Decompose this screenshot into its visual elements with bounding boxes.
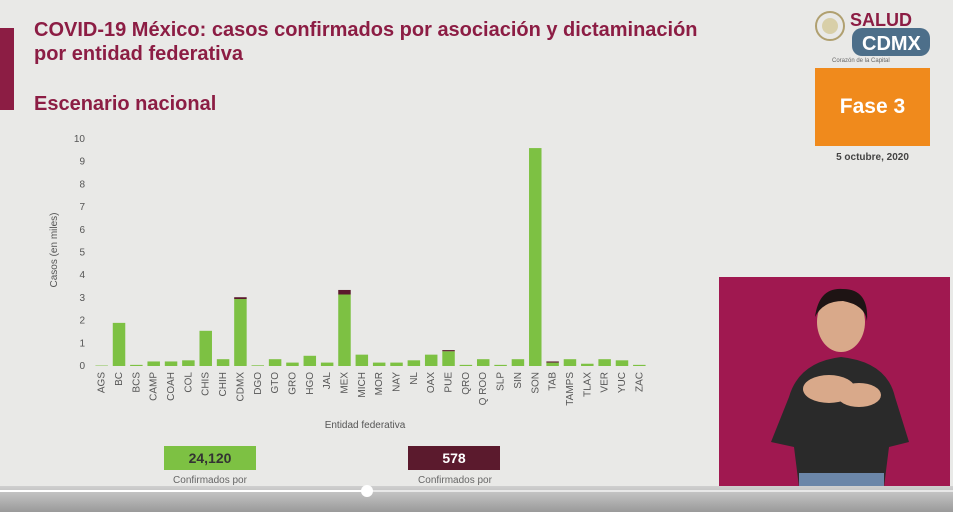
x-tick-label: TAMPS <box>565 372 576 406</box>
y-tick-label: 9 <box>79 157 85 168</box>
y-tick-label: 1 <box>79 338 85 349</box>
legend-dictamination-value: 578 <box>408 446 500 470</box>
bar-association-mich <box>355 354 369 366</box>
y-tick-label: 5 <box>79 248 85 259</box>
bar-association-mor <box>372 362 386 366</box>
y-tick-label: 6 <box>79 225 85 236</box>
x-tick-label: COAH <box>166 372 177 401</box>
bar-association-tamps <box>563 359 577 366</box>
bar-association-bcs <box>130 364 143 366</box>
slide-title: COVID-19 México: casos confirmados por a… <box>34 19 698 65</box>
x-tick-label: VER <box>600 372 611 393</box>
y-tick-label: 10 <box>74 134 86 145</box>
bar-association-sin <box>511 359 525 366</box>
y-tick-label: 3 <box>79 293 85 304</box>
x-tick-label: TLAX <box>582 372 593 397</box>
sign-language-interpreter <box>719 277 950 487</box>
x-tick-label: SON <box>530 372 541 394</box>
bar-chart: 0 1 2 3 4 5 6 7 8 9 10 AGS BC BCS CAMP COAH COL CHIS CHIH… <box>49 134 646 431</box>
bar-association-nl <box>407 360 421 366</box>
bar-dictamination-mex <box>338 289 351 295</box>
x-tick-label: OAX <box>426 372 437 393</box>
x-tick-label: COL <box>183 372 194 393</box>
progress-scrubber[interactable] <box>361 485 373 497</box>
logo-caption: Corazón de la Capital <box>832 58 890 64</box>
x-tick-label: AGS <box>97 372 108 393</box>
bar-association-camp <box>147 361 160 366</box>
bar-association-gro <box>286 362 299 366</box>
bar-association-col <box>182 360 195 366</box>
bar-association-nay <box>390 362 403 366</box>
y-tick-label: 2 <box>79 316 85 327</box>
y-tick-label: 7 <box>79 202 85 213</box>
y-tick-label: 8 <box>79 179 85 190</box>
x-tick-label: MICH <box>357 372 368 398</box>
bar-association-dgo <box>251 365 265 366</box>
bar-association-cdmx <box>234 299 247 366</box>
x-tick-label: SIN <box>513 372 524 389</box>
bar-association-hgo <box>303 355 317 366</box>
bar-dictamination-tab <box>546 361 559 363</box>
bar-association-yuc <box>615 360 629 366</box>
bar-association-tlax <box>581 363 594 366</box>
bar-association-pue <box>442 351 455 366</box>
bar-association-ver <box>598 359 611 366</box>
y-axis-label: Casos (en miles) <box>49 212 60 287</box>
x-axis-label: Entidad federativa <box>325 420 406 431</box>
bar-association-slp <box>494 364 507 366</box>
x-tick-label: BCS <box>131 372 142 393</box>
x-tick-label: NL <box>409 372 420 385</box>
bar-association-gto <box>268 359 282 366</box>
phase-badge: Fase 3 <box>815 68 930 146</box>
x-tick-label: CHIH <box>218 372 229 396</box>
accent-bar <box>0 28 14 110</box>
y-tick-label: 4 <box>79 270 85 281</box>
x-tick-label: CHIS <box>201 372 212 396</box>
bar-association-zac <box>633 364 646 366</box>
legend-association-value: 24,120 <box>164 446 256 470</box>
bar-association-jal <box>320 362 334 366</box>
bar-association-oax <box>424 354 438 366</box>
x-tick-label: YUC <box>617 372 628 393</box>
bar-association-bc <box>112 322 126 366</box>
x-tick-label: GTO <box>270 372 281 394</box>
x-tick-label: Q ROO <box>478 372 489 406</box>
bar-association-son <box>529 148 542 366</box>
x-tick-label: PUE <box>444 372 455 393</box>
salud-logo: SALUD CDMX <box>812 6 937 61</box>
x-tick-label: JAL <box>322 372 333 390</box>
bar-association-q-roo <box>476 359 490 366</box>
x-tick-label: SLP <box>496 372 507 391</box>
progress-track[interactable] <box>0 490 953 492</box>
bar-association-mex <box>338 294 351 366</box>
bar-association-qro <box>459 364 473 366</box>
x-tick-label: CAMP <box>149 372 160 401</box>
x-tick-label: BC <box>114 372 125 386</box>
report-date: 5 octubre, 2020 <box>836 152 909 163</box>
x-tick-label: CDMX <box>235 372 246 402</box>
logo-text: SALUD <box>850 10 912 30</box>
x-tick-label: DGO <box>253 372 264 395</box>
slide-subtitle: Escenario nacional <box>34 93 217 115</box>
x-tick-label: MOR <box>374 372 385 395</box>
x-tick-label: QRO <box>461 372 472 395</box>
bar-association-coah <box>164 361 178 366</box>
x-tick-label: NAY <box>392 372 403 392</box>
bar-association-tab <box>546 362 559 366</box>
x-tick-label: ZAC <box>634 372 645 392</box>
progress-fill <box>0 490 367 492</box>
x-tick-label: MEX <box>339 372 350 394</box>
bar-association-chih <box>216 359 230 366</box>
svg-text:CDMX: CDMX <box>862 33 922 55</box>
y-tick-label: 0 <box>79 361 85 372</box>
x-tick-label: GRO <box>287 372 298 395</box>
x-tick-label: TAB <box>548 372 559 391</box>
bar-dictamination-cdmx <box>234 297 247 300</box>
bar-association-chis <box>199 330 212 366</box>
x-tick-label: HGO <box>305 372 316 395</box>
bar-dictamination-pue <box>442 350 455 352</box>
